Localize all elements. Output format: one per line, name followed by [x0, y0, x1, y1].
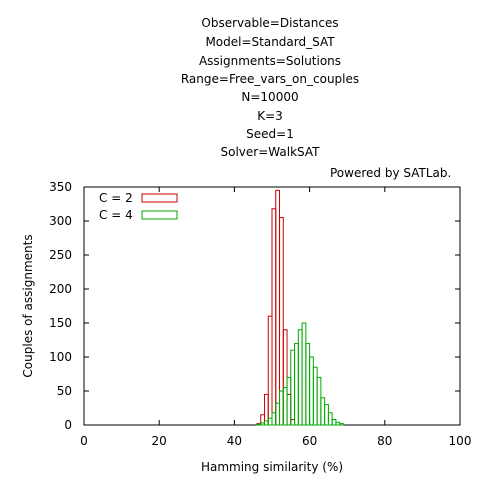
legend-swatch-1 — [141, 193, 178, 203]
histogram-bar — [320, 397, 326, 426]
histogram-bar — [294, 342, 299, 426]
x-tick-label: 60 — [302, 434, 317, 448]
histogram-bar — [282, 387, 288, 426]
histogram-bar — [279, 217, 284, 426]
y-tick-label: 200 — [49, 282, 72, 296]
histogram-bar — [267, 315, 273, 426]
x-axis-label: Hamming similarity (%) — [201, 460, 343, 474]
histogram-bar — [271, 208, 277, 426]
title-line-range: Range=Free_vars_on_couples — [180, 72, 360, 86]
histogram-bar — [271, 412, 277, 426]
histogram-bar — [263, 393, 269, 426]
histogram-bar — [260, 414, 265, 426]
legend: C = 2 C = 4 — [99, 191, 178, 222]
y-tick-label: 100 — [49, 350, 72, 364]
histogram-bar — [301, 322, 307, 426]
legend-label-1: C = 2 — [99, 191, 133, 205]
y-tick-label: 350 — [49, 180, 72, 194]
y-axis-label: Couples of assignments — [21, 234, 35, 377]
histogram-bar — [290, 419, 296, 426]
y-tick-label: 0 — [64, 418, 72, 432]
histogram-bar — [309, 356, 314, 426]
histogram-bar — [327, 412, 333, 426]
histogram-bar — [282, 329, 288, 426]
histogram-bar — [275, 402, 281, 426]
histogram-bar — [263, 420, 269, 426]
histogram-bar — [256, 423, 262, 426]
histogram-bar — [335, 421, 341, 426]
y-tick-label: 250 — [49, 248, 72, 262]
histogram-bar — [286, 393, 292, 426]
histogram-bar — [324, 404, 329, 426]
y-tick-label: 150 — [49, 316, 72, 330]
x-tick-label: 0 — [80, 434, 88, 448]
title-line-seed: Seed=1 — [246, 127, 294, 141]
x-tick-label: 40 — [227, 434, 242, 448]
title-line-observable: Observable=Distances — [201, 16, 339, 30]
powered-by-label: Powered by SATLab. — [330, 166, 452, 180]
y-tick-label: 300 — [49, 214, 72, 228]
histogram-bar — [260, 422, 265, 426]
title-line-n: N=10000 — [241, 90, 299, 104]
y-axis: 0 50 100 150 200 250 300 350 — [49, 180, 460, 432]
title-line-k: K=3 — [257, 109, 283, 123]
histogram-bar — [339, 423, 344, 426]
y-tick-label: 50 — [57, 384, 72, 398]
histogram-bar — [312, 366, 318, 426]
title-line-assignments: Assignments=Solutions — [198, 54, 342, 68]
x-tick-label: 100 — [449, 434, 472, 448]
histogram-bar — [279, 390, 284, 426]
histogram-bar — [316, 376, 322, 426]
histogram-bar — [331, 419, 337, 426]
legend-label-2: C = 4 — [99, 208, 133, 222]
histogram-bar — [297, 329, 303, 426]
histogram-bar — [275, 189, 281, 426]
series-2 — [256, 322, 344, 426]
x-axis: 0 20 40 60 80 100 — [80, 187, 471, 448]
title-line-solver: Solver=WalkSAT — [220, 145, 320, 159]
histogram-bar — [267, 417, 273, 426]
series-layer — [256, 189, 344, 426]
title-line-model: Model=Standard_SAT — [205, 35, 335, 49]
legend-swatch-2 — [141, 210, 178, 220]
x-tick-label: 80 — [377, 434, 392, 448]
histogram-bar — [305, 342, 311, 426]
histogram-bar — [290, 349, 296, 426]
histogram-bar — [286, 376, 292, 426]
x-tick-label: 20 — [152, 434, 167, 448]
series-1 — [256, 189, 296, 426]
